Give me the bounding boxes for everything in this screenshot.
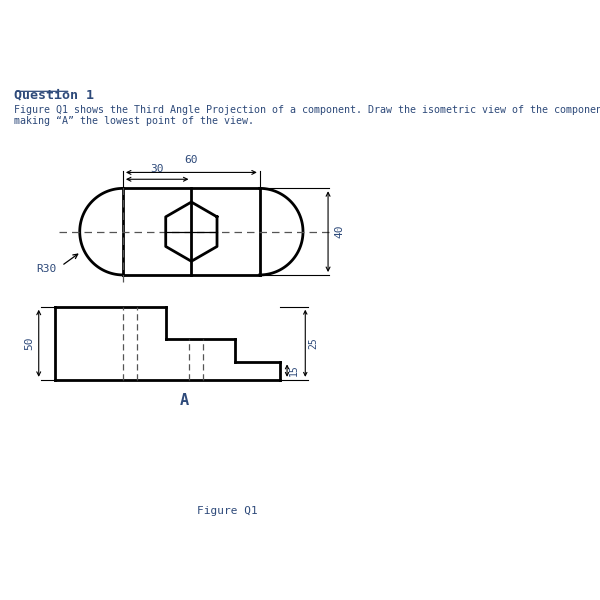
Text: Question 1: Question 1 [14, 88, 94, 101]
Text: Figure Q1 shows the Third Angle Projection of a component. Draw the isometric vi: Figure Q1 shows the Third Angle Projecti… [14, 105, 600, 115]
Text: 15: 15 [289, 365, 298, 376]
Text: 25: 25 [308, 337, 319, 349]
Text: Figure Q1: Figure Q1 [197, 506, 258, 517]
Text: making “A” the lowest point of the view.: making “A” the lowest point of the view. [14, 116, 254, 127]
Text: A: A [180, 394, 189, 409]
Text: 30: 30 [151, 164, 164, 174]
Text: 60: 60 [185, 155, 198, 165]
Text: 50: 50 [25, 337, 35, 350]
Text: 40: 40 [334, 225, 344, 238]
Text: R30: R30 [37, 264, 57, 274]
